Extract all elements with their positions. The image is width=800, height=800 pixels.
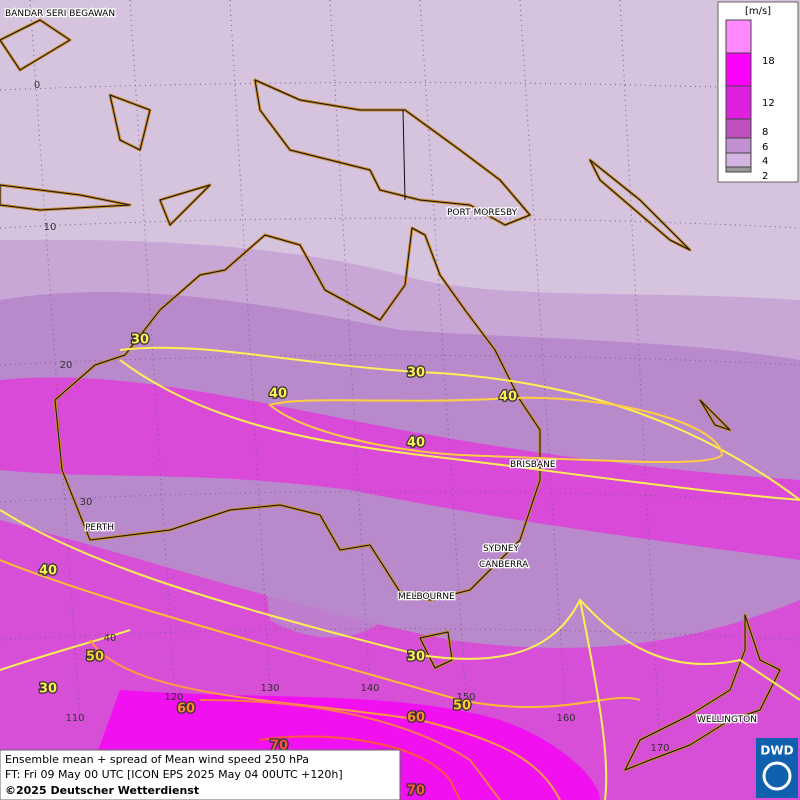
longitude-label: 120 <box>164 692 183 703</box>
contour-label: 40 <box>39 564 57 579</box>
legend-unit: [m/s] <box>745 6 771 17</box>
longitude-label: 140 <box>360 683 379 694</box>
contour-label: 30 <box>131 333 149 348</box>
wind-zone <box>260 538 400 638</box>
footer-line: ©2025 Deutscher Wetterdienst <box>5 784 199 797</box>
latitude-label: 20 <box>60 360 73 371</box>
contour-label: 60 <box>177 702 195 717</box>
place-label: CANBERRA <box>479 560 529 570</box>
footer-box <box>0 749 401 800</box>
legend: [m/s] <box>717 1 799 183</box>
contour-label: 40 <box>499 390 517 405</box>
longitude-label: 150 <box>456 692 475 703</box>
legend-label: 6 <box>762 142 768 153</box>
legend-swatch <box>725 152 752 168</box>
contour-label: 70 <box>407 784 425 799</box>
contour-label: 30 <box>407 366 425 381</box>
contour-label: 30 <box>39 682 57 697</box>
wind-zone <box>0 377 800 560</box>
legend-label: 4 <box>762 156 768 167</box>
longitude-label: 130 <box>260 683 279 694</box>
contour-label: 30 <box>407 650 425 665</box>
coastline <box>0 18 782 772</box>
footer-line: FT: Fri 09 May 00 UTC [ICON EPS 2025 May… <box>5 768 343 781</box>
place-label: MELBOURNE <box>398 592 455 602</box>
place-label: PORT MORESBY <box>447 208 518 218</box>
contour-label: 50 <box>453 699 471 714</box>
logo-icon <box>762 761 792 791</box>
legend-label: 12 <box>762 98 775 109</box>
logo-text: DWD <box>760 744 793 758</box>
place-label: PERTH <box>85 523 114 533</box>
longitude-label: 160 <box>556 713 575 724</box>
contours <box>0 346 800 800</box>
latitude-label: 0 <box>34 80 40 91</box>
latitude-label: 40 <box>104 633 117 644</box>
contour-label: 60 <box>407 711 425 726</box>
contour-label: 50 <box>86 650 104 665</box>
legend-swatch <box>725 85 752 120</box>
latitude-label: 30 <box>80 497 93 508</box>
legend-label: 8 <box>762 127 768 138</box>
legend-swatch <box>725 19 752 54</box>
contour-label: 40 <box>407 436 425 451</box>
longitude-label: 110 <box>65 713 84 724</box>
legend-swatch <box>725 137 752 154</box>
longitude-label: 170 <box>650 743 669 754</box>
legend-label: 2 <box>762 171 768 182</box>
place-label: BRISBANE <box>510 460 556 470</box>
contour-label: 40 <box>269 387 287 402</box>
labels: BANDAR SERI BEGAWAN PORT MORESBY BRISBANE P… <box>4 8 758 800</box>
place-label: BANDAR SERI BEGAWAN <box>5 9 115 19</box>
legend-label: 18 <box>762 56 775 67</box>
legend-swatch <box>725 118 752 139</box>
place-label: WELLINGTON <box>697 715 757 725</box>
footer-line: Ensemble mean + spread of Mean wind spee… <box>5 753 309 766</box>
legend-swatch <box>725 52 752 87</box>
legend-swatch <box>725 166 752 173</box>
place-label: SYDNEY <box>483 544 520 554</box>
latitude-label: 10 <box>44 222 57 233</box>
